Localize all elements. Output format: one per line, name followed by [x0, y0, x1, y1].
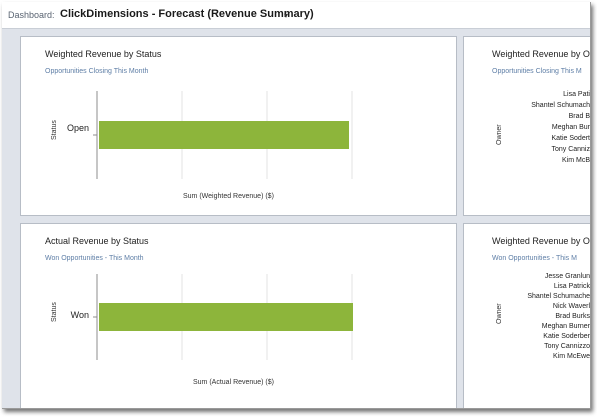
owner-label: Shantel Schumache [527, 293, 590, 300]
bar-chart-weighted-status[interactable] [21, 37, 456, 215]
category-label: Won [70, 310, 89, 320]
chart-title: Weighted Revenue by Ow [492, 49, 591, 59]
category-label: Open [66, 123, 89, 133]
owner-label: Kim McEwe [553, 353, 590, 360]
owner-label: Meghan Burner [541, 323, 590, 330]
owner-label: Katie Sodert [551, 135, 590, 142]
bar-chart-actual-status[interactable] [21, 224, 456, 409]
owner-label: Tony Cannizzo [544, 343, 590, 350]
owner-label: Lisa Patrick [553, 283, 590, 290]
chart-title: Actual Revenue by Status [45, 236, 149, 246]
dashboard-header: Dashboard: ClickDimensions - Forecast (R… [2, 2, 590, 29]
owner-label: Jesse Granlun [544, 273, 590, 280]
chart-subtitle[interactable]: Won Opportunities - This M [492, 255, 577, 262]
bar-open [99, 121, 349, 149]
chart-panel-weighted-by-owner: Weighted Revenue by Ow Opportunities Clo… [463, 36, 591, 216]
chart-subtitle[interactable]: Opportunities Closing This Month [45, 68, 149, 75]
owner-label: Lisa Pati [563, 91, 590, 98]
chart-panel-actual-by-status: Actual Revenue by Status Won Opportuniti… [20, 223, 457, 409]
owner-label: Shantel Schumach [531, 102, 590, 109]
owner-label: Kim McB [562, 157, 590, 164]
dashboard-label: Dashboard: [8, 10, 55, 20]
x-axis-label: Sum (Weighted Revenue) ($) [183, 193, 274, 200]
owner-label: Nick Waverl [552, 303, 590, 310]
screenshot-frame: Dashboard: ClickDimensions - Forecast (R… [2, 2, 591, 409]
chevron-down-icon[interactable]: ▾ [284, 11, 289, 20]
chart-panel-weighted-by-owner-won: Weighted Revenue by O Won Opportunities … [463, 223, 590, 408]
dashboard-title[interactable]: ClickDimensions - Forecast (Revenue Summ… [60, 8, 314, 20]
y-axis-label: Owner [496, 303, 503, 324]
chart-title: Weighted Revenue by O [492, 236, 590, 246]
chart-subtitle[interactable]: Opportunities Closing This M [492, 68, 582, 75]
owner-label: Brad B [568, 113, 590, 120]
chart-title: Weighted Revenue by Status [45, 49, 162, 59]
owner-label: Meghan Bur [551, 124, 590, 131]
owner-label: Tony Canniz [551, 146, 590, 153]
owner-label: Katie Soderber [543, 333, 590, 340]
chart-subtitle[interactable]: Won Opportunities - This Month [45, 255, 144, 262]
owner-label: Brad Burks [555, 313, 590, 320]
y-axis-label: Owner [496, 124, 503, 145]
x-axis-label: Sum (Actual Revenue) ($) [193, 379, 274, 386]
bar-won [99, 303, 353, 331]
chart-panel-weighted-by-status: Weighted Revenue by Status Opportunities… [20, 36, 457, 216]
